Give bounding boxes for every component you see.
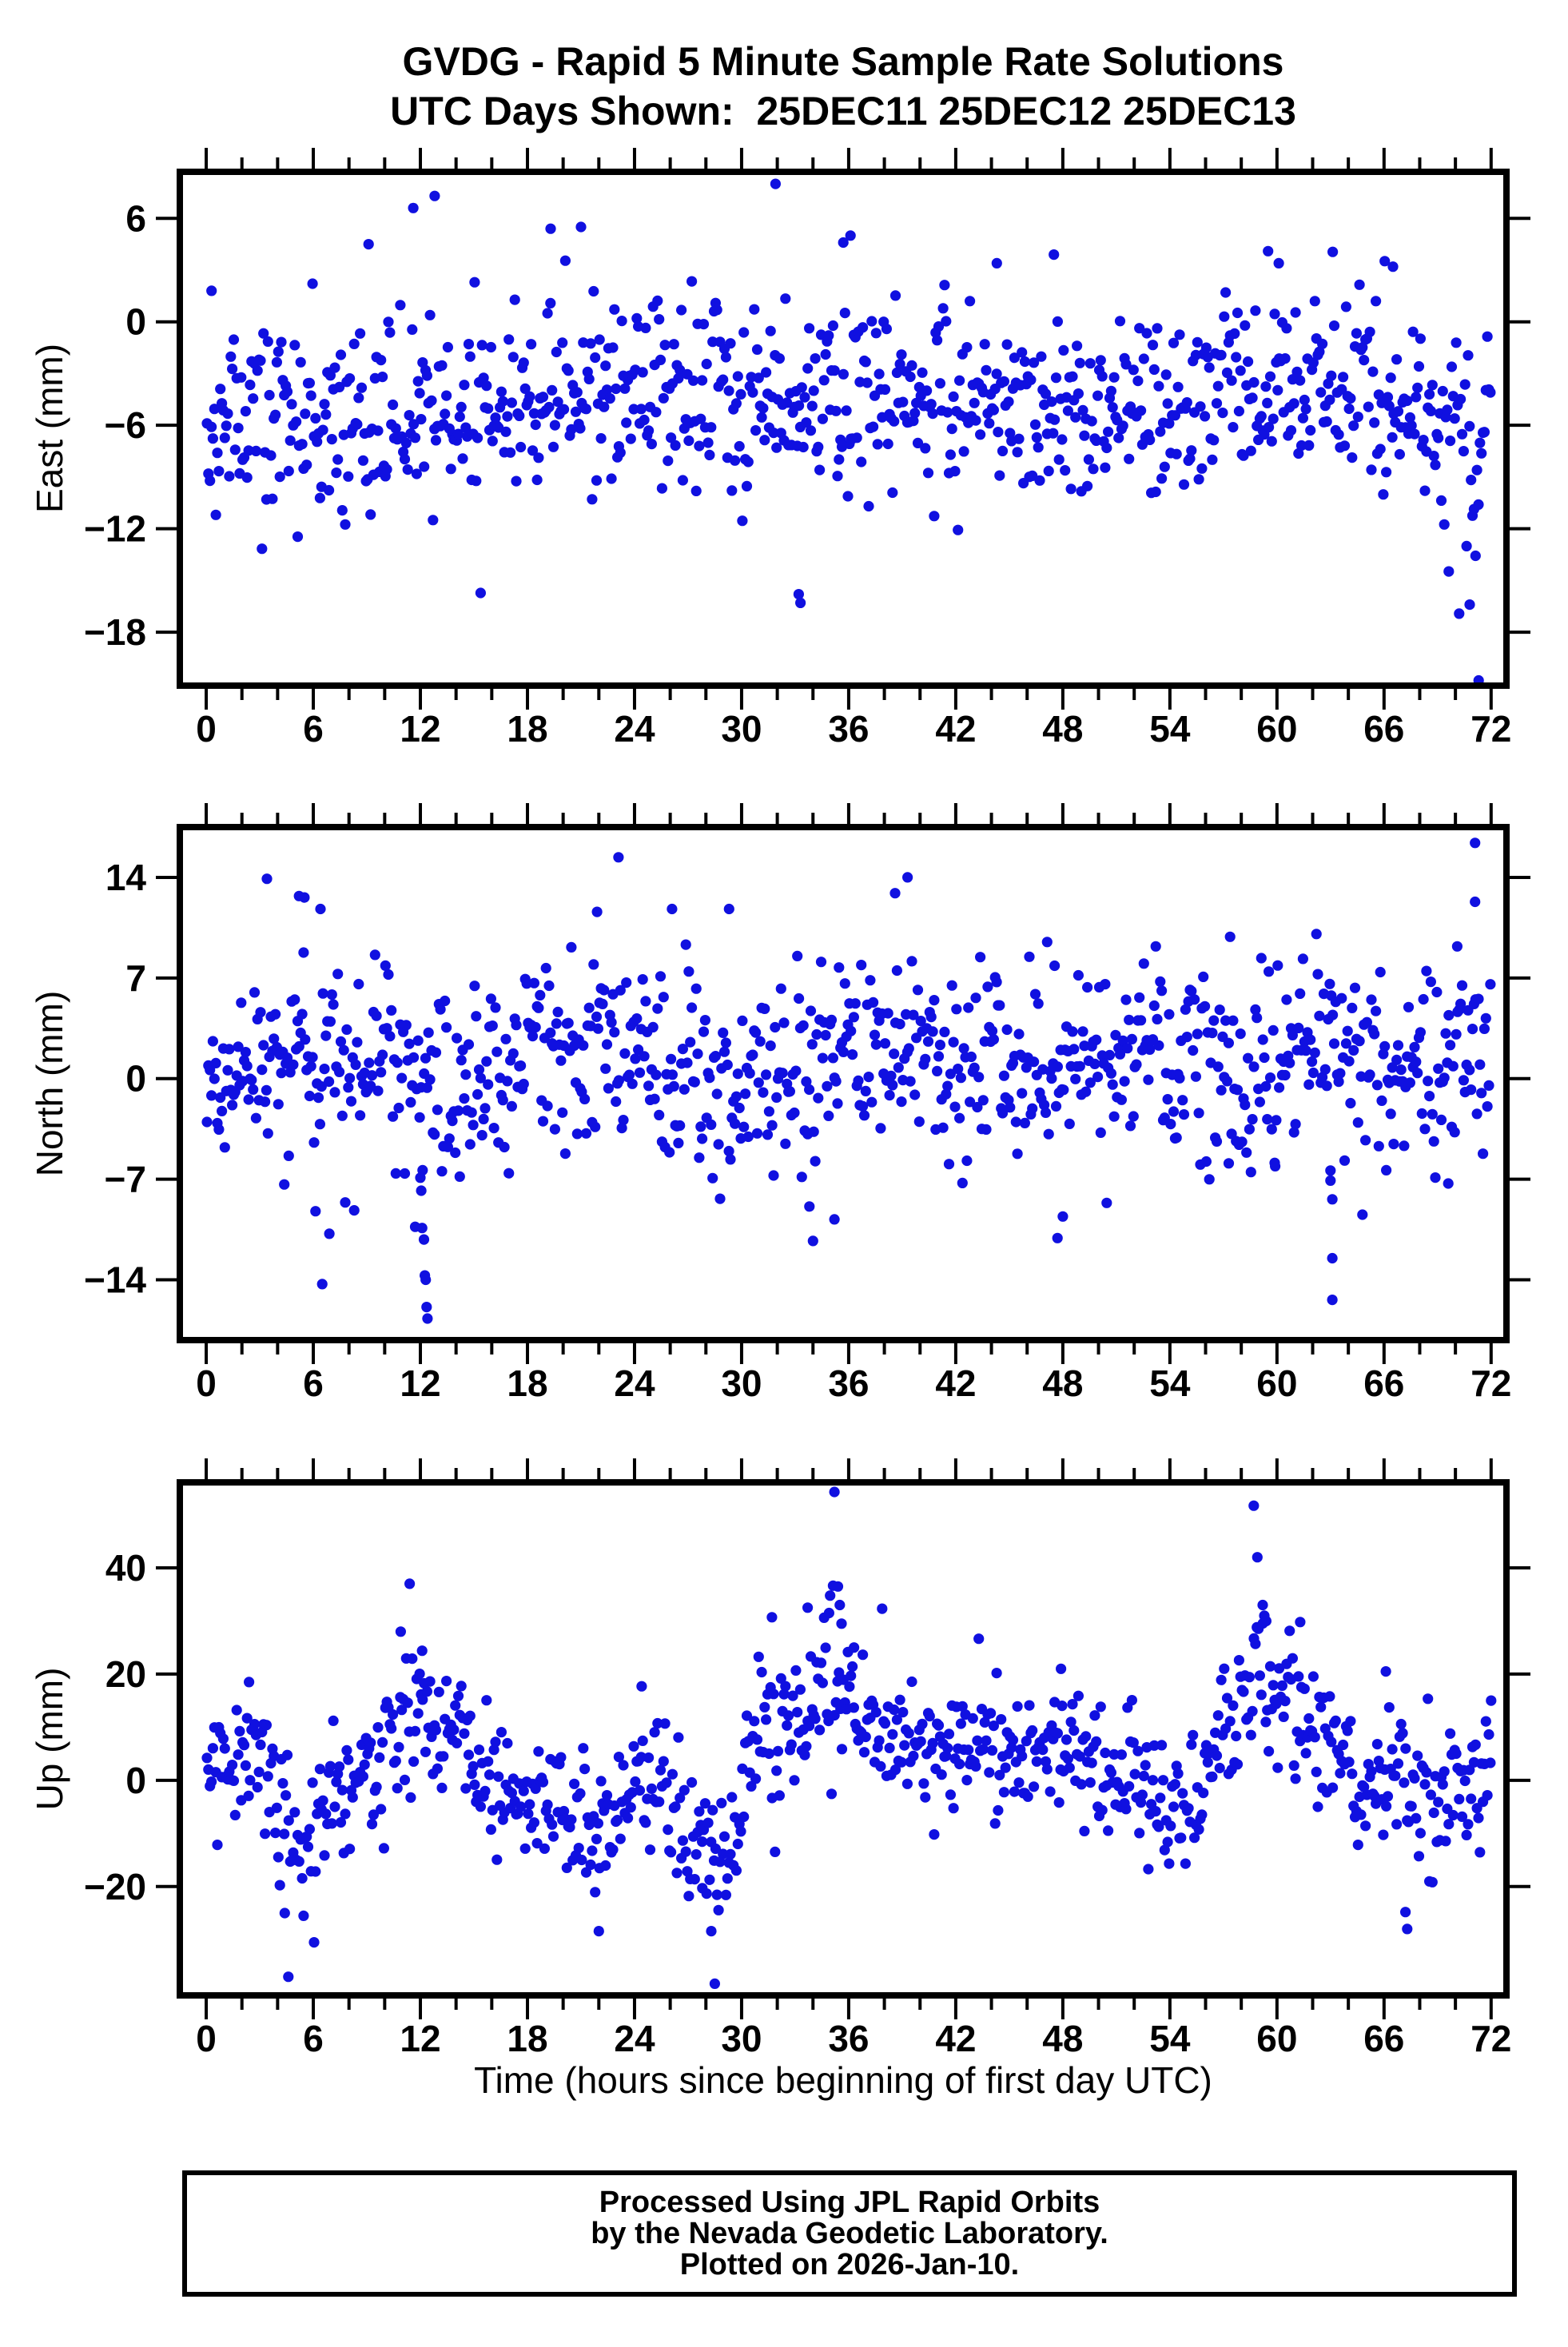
svg-text:18: 18 [507,2018,547,2059]
svg-text:0: 0 [196,2018,217,2059]
svg-text:24: 24 [614,2018,655,2059]
north-axis-label: North (mm) [29,990,70,1177]
plot-frame [177,1479,1510,1999]
plot-title-line-2: UTC Days Shown: 25DEC11 25DEC12 25DEC13 [390,89,1296,133]
footer-line-2: by the Nevada Geodetic Laboratory. [591,2216,1108,2250]
up-axis-label: Up (mm) [29,1667,70,1811]
svg-text:72: 72 [1470,708,1511,750]
svg-text:12: 12 [400,1362,440,1404]
svg-text:42: 42 [935,2018,976,2059]
svg-text:60: 60 [1256,2018,1297,2059]
svg-text:−12: −12 [84,508,146,550]
svg-text:6: 6 [125,197,146,239]
svg-text:−6: −6 [105,404,146,446]
svg-text:−20: −20 [84,1866,146,1907]
svg-text:30: 30 [721,1362,762,1404]
svg-text:48: 48 [1042,2018,1083,2059]
east-axis-label: East (mm) [29,343,70,514]
svg-text:14: 14 [105,857,147,898]
svg-text:18: 18 [507,1362,547,1404]
svg-text:30: 30 [721,2018,762,2059]
svg-text:48: 48 [1042,708,1083,750]
svg-text:18: 18 [507,708,547,750]
axis-tick-labels: 0 6 12 18 24 30 36 42 48 54 60 66 72 14 7 0 −7 −14 [84,857,1511,1404]
svg-text:20: 20 [105,1653,146,1695]
svg-text:48: 48 [1042,1362,1083,1404]
svg-text:6: 6 [303,1362,324,1404]
svg-text:72: 72 [1470,2018,1511,2059]
north-panel: 0 6 12 18 24 30 36 42 48 54 60 66 72 14 7 0 −7 −14 [84,803,1530,1404]
svg-text:−18: −18 [84,611,146,653]
svg-text:54: 54 [1149,1362,1191,1404]
svg-text:40: 40 [105,1547,146,1589]
svg-text:0: 0 [125,1760,146,1801]
scatter-points [201,1486,1497,1989]
svg-text:66: 66 [1363,1362,1404,1404]
svg-text:54: 54 [1149,2018,1191,2059]
svg-text:72: 72 [1470,1362,1511,1404]
footer-line-3: Plotted on 2026-Jan-10. [679,2247,1020,2281]
svg-text:0: 0 [196,1362,217,1404]
svg-text:−7: −7 [105,1159,146,1200]
svg-text:−14: −14 [84,1259,146,1300]
svg-text:30: 30 [721,708,762,750]
svg-text:7: 7 [125,957,146,999]
svg-text:54: 54 [1149,708,1191,750]
axis-ticks [156,148,1530,710]
svg-text:36: 36 [828,1362,869,1404]
svg-text:66: 66 [1363,2018,1404,2059]
up-panel: 0 6 12 18 24 30 36 42 48 54 60 66 72 40 20 0 −20 [84,1458,1530,2059]
svg-text:24: 24 [614,708,655,750]
footer-line-1: Processed Using JPL Rapid Orbits [599,2185,1100,2219]
axis-tick-labels: 0 6 12 18 24 30 36 42 48 54 60 66 72 40 20 0 −20 [84,1547,1511,2059]
svg-text:42: 42 [935,1362,976,1404]
svg-text:0: 0 [125,1058,146,1100]
svg-text:60: 60 [1256,1362,1297,1404]
svg-text:6: 6 [303,708,324,750]
axis-ticks [156,803,1530,1364]
footer-box: Processed Using JPL Rapid Orbits by the … [182,2170,1517,2297]
plot-frame [177,169,1510,689]
svg-text:0: 0 [125,301,146,343]
scatter-points [201,178,1496,686]
svg-text:36: 36 [828,708,869,750]
axis-ticks [156,1458,1530,2019]
svg-text:42: 42 [935,708,976,750]
svg-text:6: 6 [303,2018,324,2059]
svg-text:60: 60 [1256,708,1297,750]
svg-text:12: 12 [400,708,440,750]
svg-text:36: 36 [828,2018,869,2059]
plot-title-line-1: GVDG - Rapid 5 Minute Sample Rate Soluti… [402,39,1284,84]
scatter-points [201,837,1496,1324]
svg-text:24: 24 [614,1362,655,1404]
svg-text:66: 66 [1363,708,1404,750]
plot-frame [177,824,1510,1343]
time-axis-title: Time (hours since beginning of first day… [474,2059,1212,2101]
svg-text:0: 0 [196,708,217,750]
svg-text:12: 12 [400,2018,440,2059]
